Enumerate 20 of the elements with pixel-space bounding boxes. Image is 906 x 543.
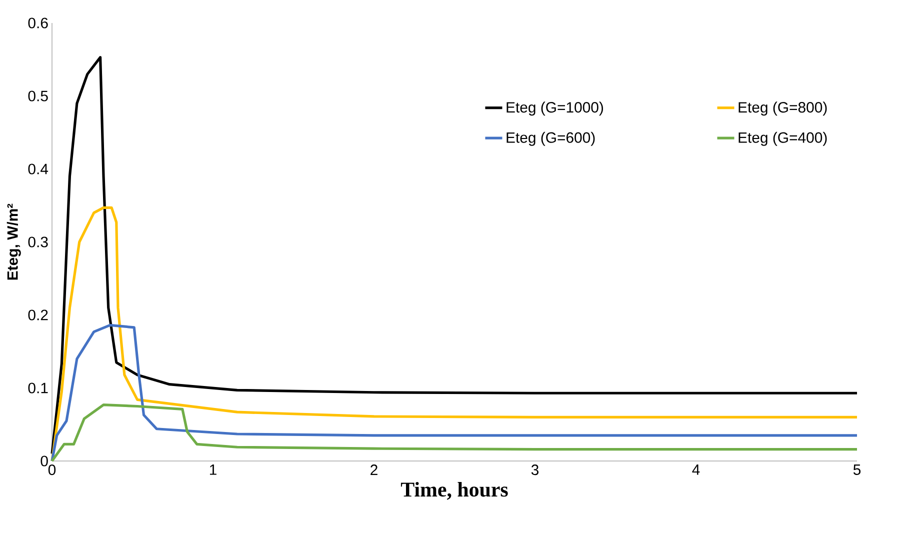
y-axis-title: Eteg, W/m² [6,204,21,280]
legend-label: Eteg (G=800) [738,102,827,116]
y-tick-label: 0 [40,456,48,466]
legend-label: Eteg (G=400) [738,132,827,146]
y-tick-label: 0.5 [28,90,48,102]
x-tick-label: 2 [370,464,378,475]
x-tick-label: 1 [210,464,216,475]
legend-label: Eteg (G=600) [506,132,595,146]
x-axis-title: Time, hours [400,482,508,500]
line-series [50,56,858,455]
x-tick-label: 4 [692,464,700,475]
x-tick-label: 5 [853,464,861,475]
y-tick-label: 0.3 [28,236,48,248]
x-tick-label: 3 [531,464,539,476]
legend-label: Eteg (G=1000) [506,102,604,116]
x-tick-label: 0 [48,464,56,476]
y-tick-label: 0.2 [28,310,48,320]
y-tick-label: 0.4 [28,164,48,174]
y-tick-label: 0.1 [28,382,48,394]
y-tick-label: 0.6 [28,18,48,28]
